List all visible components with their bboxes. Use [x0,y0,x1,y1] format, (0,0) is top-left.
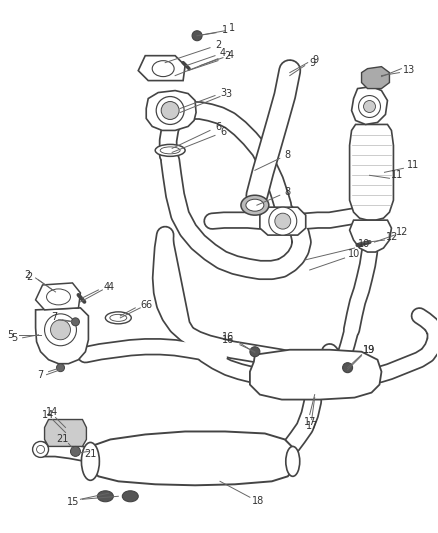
Circle shape [359,95,381,117]
Circle shape [343,362,353,373]
Ellipse shape [160,147,180,154]
Polygon shape [260,207,306,235]
Ellipse shape [97,491,113,502]
Text: 12: 12 [396,227,409,237]
Text: 2: 2 [215,39,221,50]
Circle shape [71,447,81,456]
Text: 21: 21 [84,449,97,459]
Text: 9: 9 [313,55,319,64]
Text: 1: 1 [222,25,228,35]
Text: 19: 19 [364,345,376,355]
Text: 4: 4 [103,282,110,292]
Polygon shape [250,350,381,400]
Text: 2: 2 [26,272,33,282]
Text: 18: 18 [252,496,264,506]
Circle shape [37,446,45,454]
Ellipse shape [122,491,138,502]
Text: 6: 6 [145,300,151,310]
Ellipse shape [81,442,99,480]
Ellipse shape [110,314,127,321]
Ellipse shape [152,61,174,77]
Text: 7: 7 [51,312,58,322]
Text: 3: 3 [225,88,231,99]
Text: 7: 7 [37,370,44,379]
Polygon shape [138,55,185,80]
Ellipse shape [241,195,269,215]
Text: 17: 17 [306,422,318,432]
Circle shape [269,207,297,235]
Polygon shape [361,67,389,88]
Text: 1: 1 [229,23,235,33]
Text: 5: 5 [7,330,14,340]
Circle shape [45,314,77,346]
Circle shape [50,320,71,340]
Text: 19: 19 [364,345,376,355]
Text: 12: 12 [386,232,399,242]
Text: 8: 8 [285,187,291,197]
Ellipse shape [155,144,185,156]
Polygon shape [350,124,393,220]
Circle shape [161,101,179,119]
Ellipse shape [46,289,71,305]
Circle shape [275,213,291,229]
Circle shape [192,31,202,41]
Text: 16: 16 [222,335,234,345]
Polygon shape [88,432,295,486]
Polygon shape [146,91,196,131]
Circle shape [57,364,64,372]
Ellipse shape [106,312,131,324]
Text: 10: 10 [349,249,361,259]
Text: 16: 16 [222,332,234,342]
Text: 11: 11 [407,160,420,171]
Polygon shape [352,86,388,124]
Text: 13: 13 [403,64,416,75]
Circle shape [250,347,260,357]
Text: 6: 6 [220,127,226,138]
Polygon shape [35,308,88,364]
Text: 14: 14 [42,409,55,419]
Text: 3: 3 [220,87,226,98]
Circle shape [156,96,184,124]
Text: 4: 4 [228,50,234,60]
Text: 6: 6 [215,123,221,132]
Polygon shape [45,419,86,447]
Text: 2: 2 [224,51,230,61]
Text: 9: 9 [310,58,316,68]
Circle shape [364,101,375,112]
Text: 4: 4 [107,282,113,292]
Ellipse shape [246,199,264,211]
Circle shape [71,318,79,326]
Text: 10: 10 [358,239,371,249]
Text: 11: 11 [391,170,403,180]
Text: 6: 6 [140,300,146,310]
Circle shape [32,441,49,457]
Text: 2: 2 [25,270,31,280]
Text: 15: 15 [67,497,80,507]
Polygon shape [35,283,81,310]
Text: 14: 14 [46,407,59,416]
Ellipse shape [286,447,300,477]
Text: 5: 5 [11,333,18,343]
Polygon shape [350,220,392,252]
Text: 21: 21 [57,434,69,445]
Text: 4: 4 [220,47,226,58]
Text: 17: 17 [304,416,316,426]
Text: 8: 8 [285,150,291,160]
